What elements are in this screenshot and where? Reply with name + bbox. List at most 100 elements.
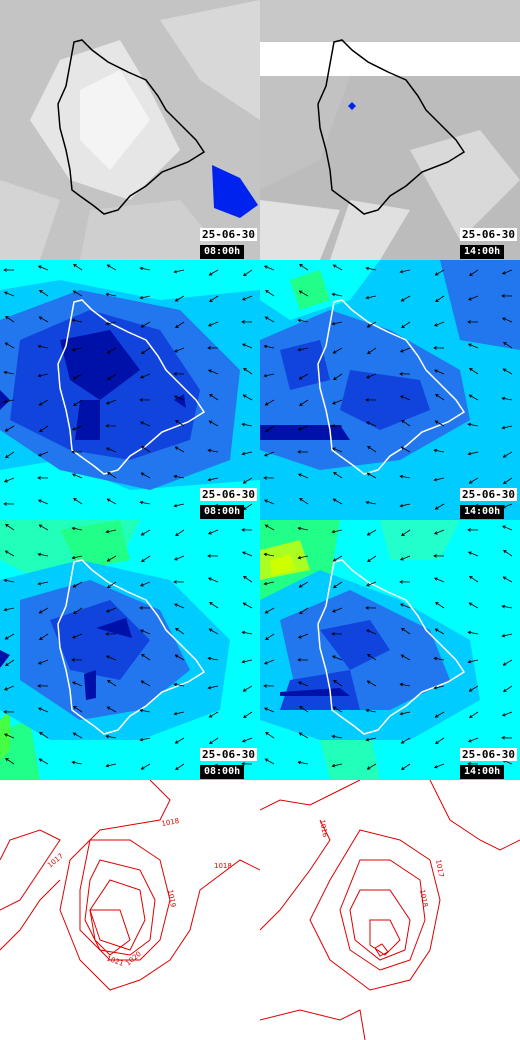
wind-arrow-head <box>37 453 42 457</box>
wind-arrow <box>434 763 445 768</box>
wind-arrow-head <box>139 398 143 402</box>
wind-arrow-head <box>207 554 211 558</box>
wind-arrow <box>174 347 185 353</box>
wind-arrow-head <box>399 603 404 607</box>
wind-arrow <box>38 345 49 349</box>
wind-arrow <box>107 373 117 380</box>
wind-arrow-head <box>331 632 335 636</box>
wind-arrow-head <box>173 503 178 508</box>
wind-arrow-head <box>3 399 8 404</box>
wind-arrow-head <box>433 448 438 453</box>
wind-arrow-head <box>331 447 336 451</box>
wind-arrow <box>39 758 49 765</box>
wind-arrow <box>72 473 83 479</box>
wind-arrow <box>264 553 275 557</box>
wind-arrow <box>468 659 479 663</box>
wind-arrow <box>400 395 411 401</box>
wind-arrow <box>5 633 15 640</box>
wind-arrow <box>435 269 445 276</box>
wind-arrow <box>434 477 445 481</box>
wind-arrow <box>106 447 117 453</box>
wind-arrow-head <box>106 584 111 589</box>
wind-arrow <box>106 293 117 297</box>
wind-arrow-head <box>207 477 212 482</box>
wind-arrow <box>38 265 49 271</box>
wind-arrow-head <box>73 263 77 268</box>
wind-arrow <box>298 319 309 323</box>
wind-arrow-head <box>331 529 336 534</box>
wind-arrow <box>243 685 253 692</box>
wind-arrow <box>174 395 185 401</box>
wind-arrow-head <box>241 739 246 743</box>
wind-arrow-head <box>264 524 269 528</box>
wind-arrow-head <box>331 763 336 768</box>
wind-arrow-head <box>3 479 8 483</box>
wind-arrow-head <box>365 421 370 425</box>
wind-arrow-head <box>207 448 212 453</box>
wind-arrow <box>503 368 513 375</box>
isobar-label: 1017 <box>434 859 445 878</box>
wind-arrow <box>502 425 513 429</box>
wind-arrow <box>4 371 15 375</box>
cloud-map-0800: 25-06-30 08:00h <box>0 0 260 260</box>
wind-arrow-head <box>71 473 76 477</box>
wind-arrow <box>401 321 411 328</box>
time-stamp: 14:00h <box>460 245 505 259</box>
wind-arrow <box>264 373 275 377</box>
wind-arrow <box>265 425 275 432</box>
wind-arrow <box>174 503 185 507</box>
wind-arrow-head <box>365 629 370 633</box>
time-stamp: 08:00h <box>200 505 245 519</box>
wind-arrow-head <box>106 706 111 710</box>
date-stamp: 25-06-30 <box>460 748 517 761</box>
wind-arrow-head <box>173 603 178 607</box>
wind-arrow-head <box>140 472 145 476</box>
wind-arrow-head <box>366 350 371 355</box>
wind-arrow <box>435 503 445 510</box>
wind-arrow-head <box>331 734 336 739</box>
wind-arrow-head <box>173 580 177 584</box>
wind-arrow <box>299 498 309 505</box>
wind-arrow <box>469 711 479 718</box>
wind-arrow-head <box>105 321 110 326</box>
wind-arrow-head <box>207 369 212 373</box>
wind-arrow-head <box>207 346 211 350</box>
wind-arrow-head <box>173 269 178 274</box>
wind-arrow <box>174 475 185 479</box>
wind-arrow-head <box>139 500 144 505</box>
wind-arrow-head <box>469 575 473 580</box>
date-stamp: 25-06-30 <box>460 228 517 241</box>
wind-arrow-head <box>106 498 111 502</box>
wind-arrow <box>366 581 377 587</box>
wind-arrow-head <box>433 685 438 690</box>
wind-arrow-head <box>139 629 144 633</box>
wind-arrow <box>503 576 513 583</box>
wind-arrow-head <box>433 656 438 661</box>
wind-arrow-head <box>331 655 336 659</box>
wind-arrow <box>208 657 219 661</box>
wind-arrow <box>73 607 83 614</box>
wind-arrow-head <box>401 419 405 424</box>
wind-arrow <box>435 420 445 427</box>
wind-arrow-head <box>71 658 75 662</box>
wind-arrow-head <box>175 419 179 424</box>
wind-arrow-head <box>263 265 268 269</box>
wind-arrow <box>72 681 83 687</box>
wind-arrow <box>141 446 151 453</box>
wind-arrow <box>72 555 83 559</box>
wind-arrow <box>366 421 377 427</box>
wind-arrow <box>242 631 253 635</box>
wind-arrow <box>298 681 309 687</box>
wind-arrow <box>332 529 343 533</box>
wind-arrow <box>401 529 411 536</box>
wind-arrow <box>175 654 185 661</box>
wind-arrow <box>174 555 185 561</box>
wind-arrow-head <box>434 272 439 276</box>
wind-arrow-head <box>467 739 472 743</box>
wind-arrow <box>73 399 83 406</box>
wind-arrow <box>502 317 513 323</box>
wind-arrow-head <box>365 606 369 610</box>
wind-arrow-head <box>72 290 77 294</box>
wind-arrow-head <box>71 318 76 323</box>
wind-arrow-head <box>365 583 370 587</box>
